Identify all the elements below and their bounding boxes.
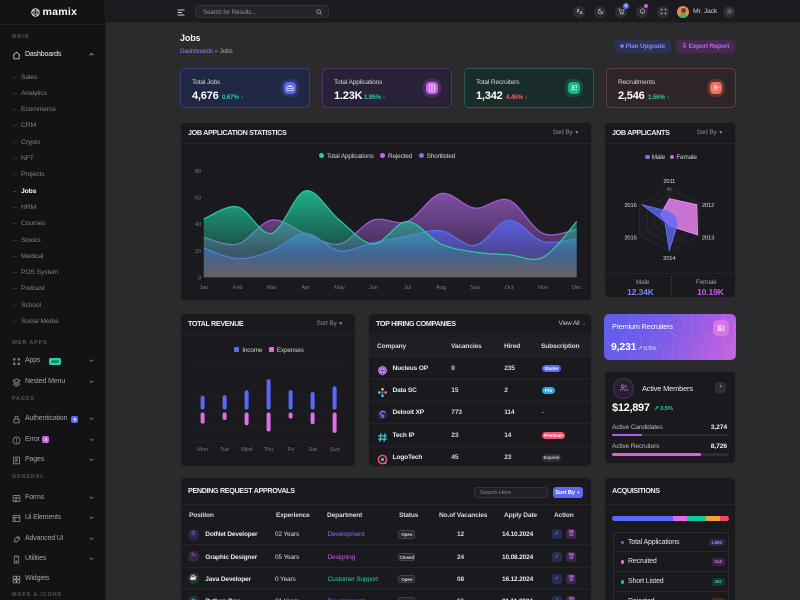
svg-text:Oct: Oct bbox=[505, 285, 514, 291]
svg-text:Apr: Apr bbox=[301, 285, 310, 291]
svg-text:Dec: Dec bbox=[572, 285, 582, 291]
svg-text:0: 0 bbox=[198, 276, 201, 282]
svg-text:Jul: Jul bbox=[404, 285, 411, 291]
svg-text:2015: 2015 bbox=[624, 236, 636, 242]
svg-text:Fri: Fri bbox=[287, 447, 293, 453]
svg-text:Feb: Feb bbox=[233, 285, 243, 291]
svg-text:80: 80 bbox=[195, 169, 201, 175]
svg-text:2013: 2013 bbox=[702, 236, 714, 242]
svg-text:Mar: Mar bbox=[267, 285, 277, 291]
svg-text:Jan: Jan bbox=[199, 285, 208, 291]
svg-text:May: May bbox=[334, 285, 345, 291]
svg-text:80: 80 bbox=[667, 187, 672, 192]
svg-text:Jun: Jun bbox=[369, 285, 378, 291]
svg-text:Sat: Sat bbox=[308, 447, 317, 453]
svg-text:60: 60 bbox=[195, 196, 201, 202]
svg-text:Mon: Mon bbox=[197, 447, 208, 453]
svg-text:Aug: Aug bbox=[436, 285, 446, 291]
svg-text:Tue: Tue bbox=[220, 447, 229, 453]
svg-text:Nov: Nov bbox=[538, 285, 548, 291]
svg-text:Sun: Sun bbox=[330, 447, 340, 453]
svg-text:Thu: Thu bbox=[264, 447, 274, 453]
svg-text:2012: 2012 bbox=[702, 203, 714, 209]
svg-text:2016: 2016 bbox=[624, 203, 636, 209]
svg-text:Sep: Sep bbox=[470, 285, 480, 291]
svg-text:Wed: Wed bbox=[241, 447, 252, 453]
svg-text:40: 40 bbox=[195, 222, 201, 228]
svg-text:2011: 2011 bbox=[663, 179, 675, 185]
svg-text:20: 20 bbox=[195, 249, 201, 255]
svg-text:2014: 2014 bbox=[663, 256, 676, 262]
